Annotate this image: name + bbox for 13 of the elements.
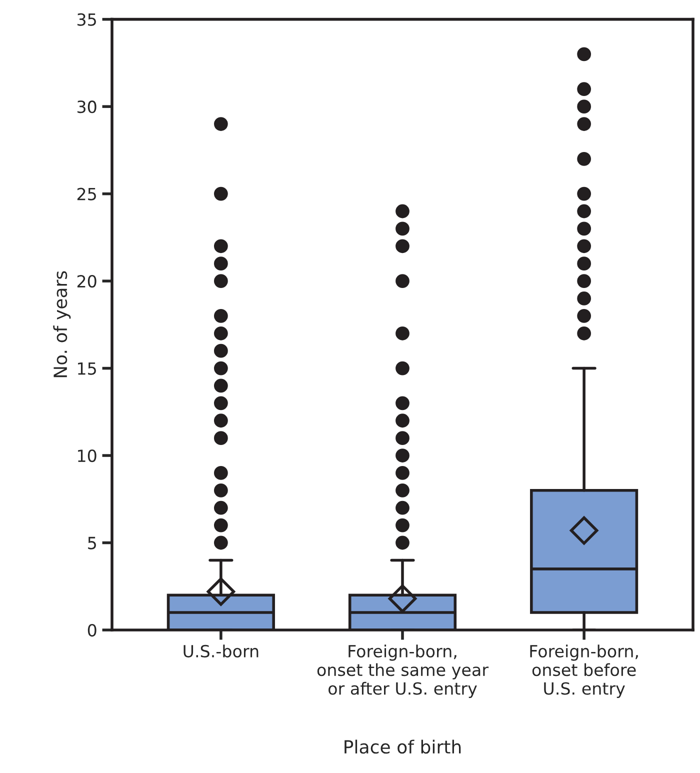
x-tick-label: U.S.-born (184, 644, 258, 658)
y-tick-label: 10 (78, 449, 96, 462)
y-tick-label: 25 (77, 188, 96, 200)
y-tick-label: 35 (77, 13, 96, 26)
x-tick-label: Foreign-born, onset before U.S. entry (530, 644, 638, 698)
y-tick-label: 20 (77, 275, 96, 288)
y-tick-label: 30 (77, 100, 96, 114)
x-tick-label: Foreign-born, onset the same year or after U.S. entry (317, 644, 489, 698)
y-tick-label: 15 (78, 362, 96, 375)
x-axis-title: Place of birth (344, 740, 461, 754)
y-axis-title: No. of years (53, 271, 71, 378)
y-tick-label: 0 (88, 624, 96, 637)
y-tick-label: 5 (88, 536, 96, 550)
